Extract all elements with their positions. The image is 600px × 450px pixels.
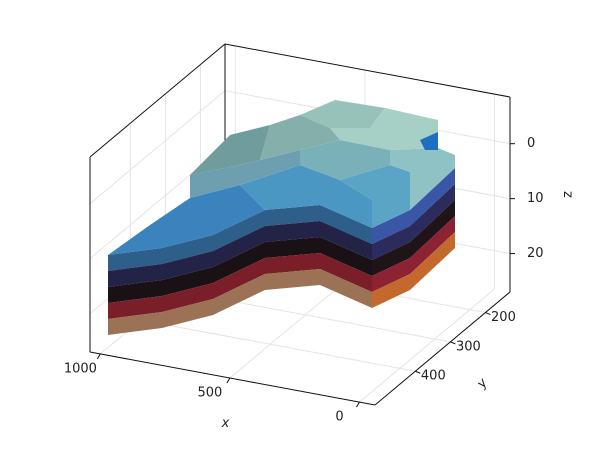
layer-face [372, 274, 410, 308]
layer-face [162, 267, 213, 296]
layer-face [108, 264, 162, 287]
layer-face [265, 269, 320, 290]
layer-face [108, 248, 162, 271]
layer-face [320, 253, 372, 292]
top-facet [300, 100, 385, 128]
top-facet [390, 148, 455, 210]
top-facet [330, 108, 438, 150]
layer-face [372, 258, 410, 292]
layer-face [162, 299, 213, 328]
layer-face [320, 221, 372, 260]
x-tick [96, 353, 101, 360]
x-tick [356, 401, 360, 408]
layer-face [410, 232, 455, 290]
grid-line [130, 317, 416, 372]
box-edge [224, 43, 511, 98]
layer-face [213, 258, 265, 299]
layered-block [108, 100, 455, 335]
x-axis-label: x [221, 416, 230, 431]
layer-face [108, 280, 162, 303]
y-tick-label: 200 [491, 310, 516, 325]
layer-face [108, 296, 162, 319]
grid-line [89, 90, 226, 205]
layer-face [410, 200, 455, 258]
layer-face [372, 242, 410, 276]
box-edge [89, 43, 226, 158]
layer-face [213, 226, 265, 267]
layer-face [108, 312, 162, 335]
layer-face [162, 251, 213, 280]
layer-face [410, 216, 455, 274]
y-tick [415, 370, 421, 374]
layer-face [410, 168, 455, 226]
axis-line [89, 351, 376, 406]
layer-face [372, 210, 410, 244]
layer-face [213, 274, 265, 315]
layer-face [265, 221, 320, 242]
layer-face [265, 237, 320, 258]
y-tick-label: 300 [456, 339, 481, 354]
z-axis-label: z [561, 191, 576, 198]
layer-face [320, 205, 372, 244]
layer-face [320, 269, 372, 308]
layer-face [265, 205, 320, 226]
grid-line [359, 288, 495, 403]
y-axis-label: y [474, 376, 491, 393]
top-facet [190, 125, 270, 175]
top-facet [260, 115, 340, 160]
block-top [108, 100, 455, 255]
z-tick-label: 20 [527, 246, 544, 261]
layer-face [213, 210, 265, 251]
layer-face [410, 184, 455, 242]
top-facet [300, 140, 390, 180]
top-facet [240, 165, 372, 228]
layer-face [162, 283, 213, 312]
x-tick [226, 377, 231, 384]
layer-face [162, 235, 213, 264]
layer-face [320, 237, 372, 276]
y-tick-label: 400 [421, 369, 446, 384]
top-facet [190, 150, 300, 198]
y-tick [450, 341, 456, 345]
axes-front: 0 500 1000 200 300 400 0 10 20 x y z [64, 136, 576, 431]
layer-face [372, 226, 410, 260]
y-tick [485, 312, 491, 316]
top-facet [340, 165, 410, 228]
z-tick-label: 10 [527, 191, 544, 206]
layer-face [265, 253, 320, 274]
x-tick-label: 0 [335, 410, 343, 425]
top-facet [108, 185, 265, 255]
x-tick-label: 500 [197, 386, 222, 401]
top-facet [420, 132, 438, 150]
x-tick-label: 1000 [64, 361, 97, 376]
axis-line [374, 291, 511, 406]
block-sides [108, 168, 455, 335]
z-tick-label: 0 [527, 136, 535, 151]
layer-face [213, 242, 265, 283]
